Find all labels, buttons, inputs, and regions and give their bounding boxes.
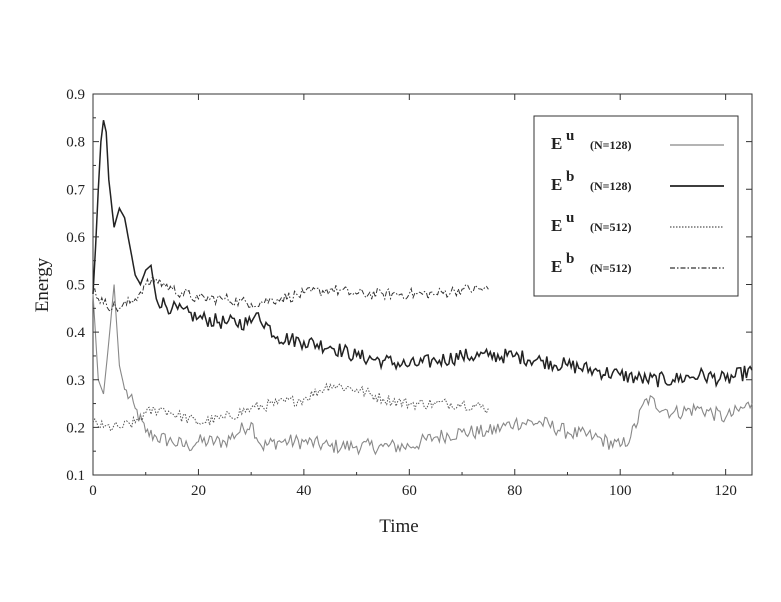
series-line-eb512 xyxy=(92,274,489,313)
y-tick-label: 0.2 xyxy=(66,420,85,436)
y-tick-label: 0.9 xyxy=(66,87,85,103)
x-tick-label: 40 xyxy=(296,483,311,499)
y-tick-label: 0.6 xyxy=(66,230,85,246)
legend-symbol: E xyxy=(551,257,562,276)
legend-superscript: b xyxy=(566,169,574,185)
legend-label: (N=128) xyxy=(590,138,632,152)
x-tick-label: 60 xyxy=(402,483,417,499)
legend-symbol: E xyxy=(551,134,562,153)
y-tick-label: 0.7 xyxy=(66,182,85,198)
y-tick-label: 0.8 xyxy=(66,135,85,151)
series-line-eb128 xyxy=(92,120,753,389)
x-tick-label: 80 xyxy=(507,483,522,499)
y-tick-label: 0.3 xyxy=(66,373,85,389)
legend-superscript: u xyxy=(566,128,574,144)
y-tick-label: 0.5 xyxy=(66,278,85,294)
x-tick-label: 0 xyxy=(89,483,97,499)
x-tick-label: 20 xyxy=(191,483,206,499)
legend-symbol: E xyxy=(551,216,562,235)
y-tick-label: 0.1 xyxy=(66,468,85,484)
legend-box xyxy=(533,115,739,297)
axes-layer: 0 20 40 60 80 100 120 0.1 0.2 0.3 0.4 0.5 0.6 0.7 0.8 0… xyxy=(66,87,752,499)
x-tick-label: 120 xyxy=(714,483,737,499)
legend-superscript: b xyxy=(566,251,574,267)
y-tick-label: 0.4 xyxy=(66,325,85,341)
x-axis-label: Time xyxy=(379,516,418,537)
legend-label: (N=512) xyxy=(590,220,632,234)
legend-label: (N=512) xyxy=(590,261,632,275)
series-line-eu128 xyxy=(92,284,753,456)
series-layer xyxy=(92,120,753,456)
legend-symbol: E xyxy=(551,175,562,194)
x-tick-label: 100 xyxy=(609,483,632,499)
y-axis-label: Energy xyxy=(32,257,53,312)
legend-superscript: u xyxy=(566,210,574,226)
series-line-eu512 xyxy=(92,382,489,432)
legend-label: (N=128) xyxy=(590,179,632,193)
